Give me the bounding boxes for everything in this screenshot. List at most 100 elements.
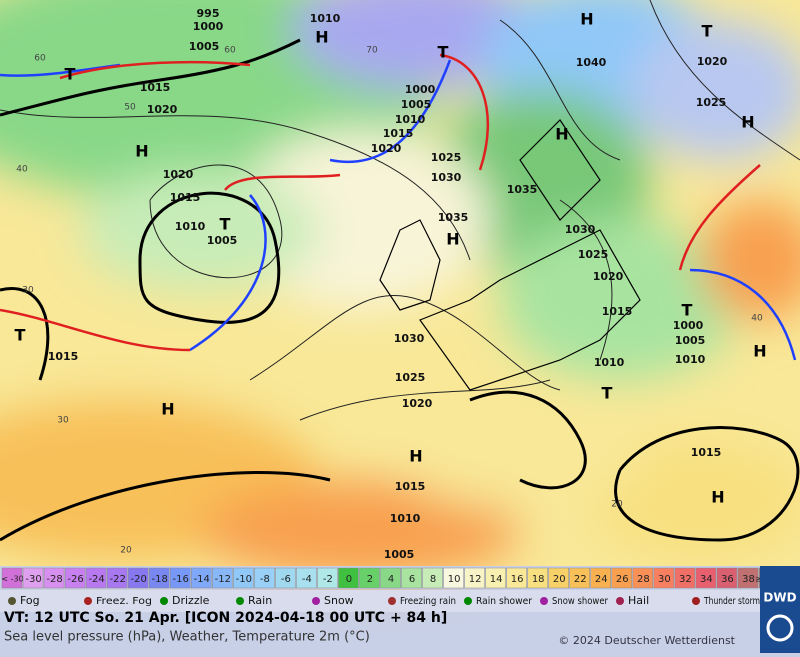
isobar-label: 1015 [395, 480, 426, 493]
color-cell [317, 567, 338, 589]
color-cell [1, 567, 23, 589]
high-pressure: H [741, 113, 754, 132]
legend-label: Freez. Fog [96, 596, 152, 607]
color-cell [275, 567, 296, 589]
legend-label: Snow shower [552, 596, 609, 607]
legend-icon [464, 597, 472, 605]
isobar-label: 1015 [602, 305, 633, 318]
color-cell [485, 567, 506, 589]
isobar-label: 1020 [147, 103, 178, 116]
color-cell [22, 567, 44, 589]
legend-icon [312, 597, 320, 605]
low-pressure: T [702, 22, 713, 41]
isobar-label: 1000 [405, 83, 436, 96]
color-label: -2 [323, 574, 333, 585]
color-label: -18 [152, 574, 168, 585]
low-pressure: T [682, 301, 693, 320]
latitude-label: 60 [34, 54, 46, 64]
color-cell [464, 567, 485, 589]
color-label: 22 [574, 574, 587, 585]
color-cell [443, 567, 464, 589]
legend-icon [540, 597, 548, 605]
isobar-label: 1015 [140, 81, 171, 94]
latitude-label: 60 [224, 46, 236, 56]
isobar-label: 1030 [431, 171, 462, 184]
map: 9951000101010051015102010001005101010151… [0, 0, 800, 580]
color-cell [548, 567, 569, 589]
high-pressure: H [161, 400, 174, 419]
color-label: 26 [616, 574, 629, 585]
color-cell [674, 567, 696, 589]
color-label: 18 [532, 574, 545, 585]
isobar-label: 1025 [431, 151, 462, 164]
valid-time: VT: 12 UTC So. 21 Apr. [ICON 2024-04-18 … [4, 610, 447, 626]
isobar-label: 1020 [402, 397, 433, 410]
color-label: 30 [658, 574, 671, 585]
high-pressure: H [135, 142, 148, 161]
isobar-label: 1015 [383, 127, 414, 140]
legend: Fog Freez. Fog Drizzle Rain Snow Freezing rai… [0, 590, 760, 612]
color-label: 0 [346, 574, 352, 585]
color-cell [611, 567, 633, 589]
isobar-label: 1025 [395, 371, 426, 384]
high-pressure: H [315, 28, 328, 47]
color-label: 10 [448, 574, 461, 585]
color-label: -12 [215, 574, 231, 585]
color-label: -14 [194, 574, 210, 585]
color-label: 14 [490, 574, 503, 585]
legend-icon [84, 597, 92, 605]
high-pressure: H [753, 342, 766, 361]
low-pressure: T [15, 326, 26, 345]
legend-icon [692, 597, 700, 605]
isobar-label: 1005 [384, 548, 415, 561]
color-label: 28 [637, 574, 650, 585]
color-label: -4 [302, 574, 312, 585]
colorbar: < -30 -30 -28 -26 -24 -22 -20 -18 -16 -14 -12 -10 -8… [0, 566, 800, 589]
latitude-label: 20 [611, 500, 623, 510]
isobar-label: 1035 [438, 211, 469, 224]
color-cell [401, 567, 422, 589]
latitude-label: 40 [751, 314, 763, 324]
isobar-label: 1005 [189, 40, 220, 53]
isobar-label: 1005 [401, 98, 432, 111]
isobar-label: 1010 [594, 356, 625, 369]
color-label: -28 [46, 574, 62, 585]
isobar-label: 1030 [565, 223, 596, 236]
color-cell [380, 567, 401, 589]
latitude-label: 70 [366, 46, 378, 56]
color-label: -22 [109, 574, 125, 585]
color-cell [716, 567, 738, 589]
isobar-label: 1015 [170, 191, 201, 204]
legend-icon [8, 597, 16, 605]
color-cell [169, 567, 191, 589]
color-cell [190, 567, 212, 589]
high-pressure: H [711, 488, 724, 507]
color-label: -16 [173, 574, 189, 585]
color-cell [106, 567, 128, 589]
color-cell [737, 567, 759, 589]
legend-label: Rain shower [476, 596, 533, 607]
isobar-label: 1020 [163, 168, 194, 181]
isobar-label: 1020 [593, 270, 624, 283]
color-label: 8 [430, 574, 436, 585]
color-label: < -30 [1, 575, 23, 584]
legend-label: Hail [628, 594, 649, 607]
latitude-label: 20 [120, 546, 132, 556]
isobar-label: 1020 [697, 55, 728, 68]
isobar-label: 995 [197, 7, 220, 20]
color-cell [127, 567, 149, 589]
color-label: 38 [742, 574, 755, 585]
color-cell [506, 567, 527, 589]
isobar-label: 1000 [193, 20, 224, 33]
isobar-label: 1020 [371, 142, 402, 155]
isobar-label: 1010 [395, 113, 426, 126]
isobar-label: 1010 [310, 12, 341, 25]
color-cell [632, 567, 654, 589]
color-cell [359, 567, 380, 589]
color-label: 12 [469, 574, 482, 585]
high-pressure: H [446, 230, 459, 249]
low-pressure: T [602, 384, 613, 403]
color-label: -26 [67, 574, 83, 585]
logo-swirl [766, 614, 794, 642]
isobar-label: 1010 [175, 220, 206, 233]
